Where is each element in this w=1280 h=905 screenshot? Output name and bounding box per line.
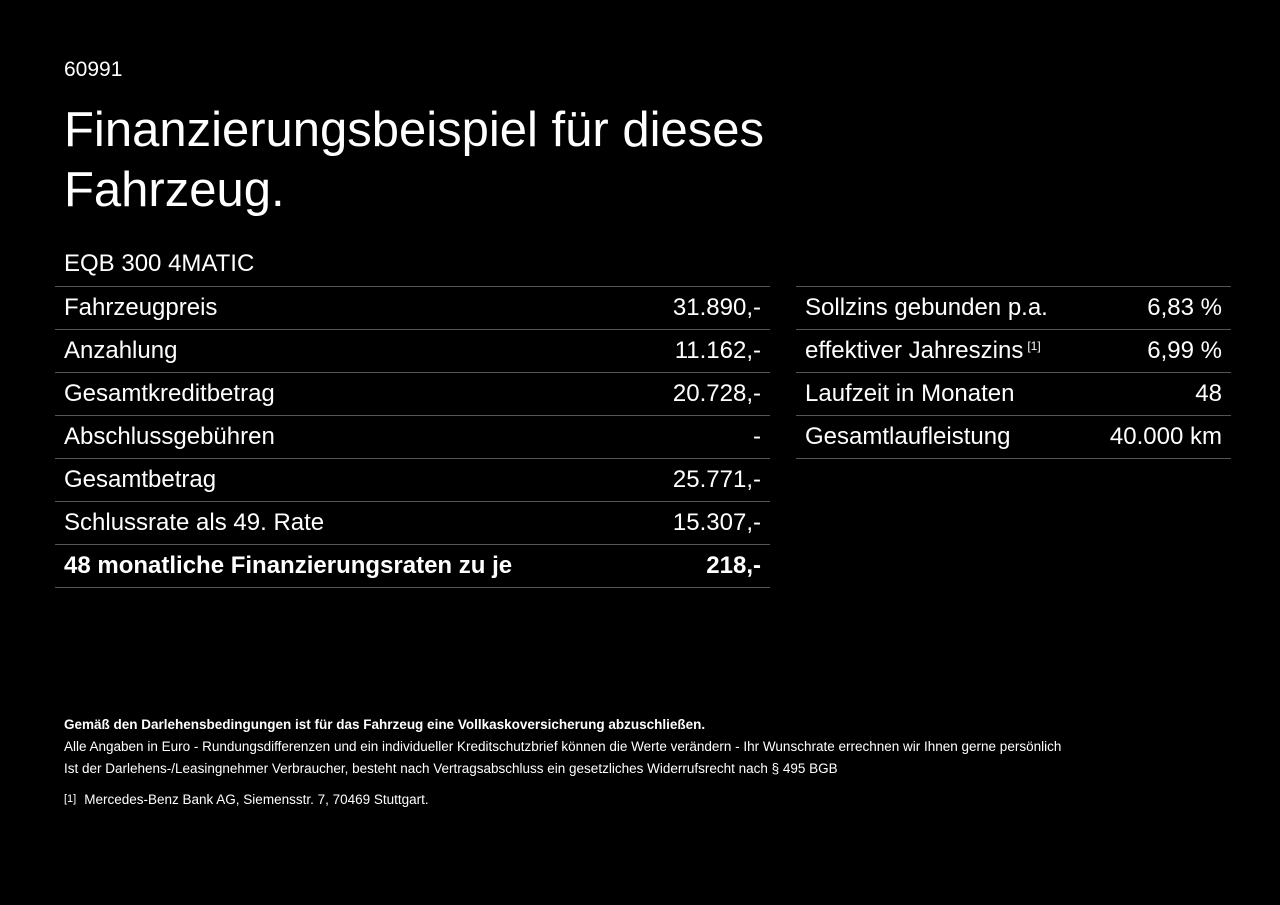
monthly-rate-row: 48 monatliche Finanzierungsraten zu je 21… [55, 545, 770, 588]
table-row: Anzahlung 11.162,- [55, 330, 770, 373]
insurance-note: Gemäß den Darlehensbedingungen ist für d… [64, 717, 706, 732]
row-label: Gesamtkreditbetrag [64, 380, 275, 407]
row-label: Laufzeit in Monaten [805, 380, 1015, 407]
model-name: EQB 300 4MATIC [64, 250, 255, 277]
row-label: effektiver Jahreszins [805, 337, 1024, 364]
row-label: Sollzins gebunden p.a. [805, 294, 1048, 321]
row-value: - [753, 423, 761, 450]
table-row: Laufzeit in Monaten 48 [796, 373, 1231, 416]
row-value: 218,- [706, 552, 761, 579]
table-row: Gesamtlaufleistung 40.000 km [796, 416, 1231, 459]
row-label: Schlussrate als 49. Rate [64, 509, 325, 536]
row-value: 6,83 % [1147, 294, 1222, 321]
disclaimer-line: Alle Angaben in Euro - Rundungsdifferenz… [64, 739, 1062, 754]
row-value: 25.771,- [672, 466, 761, 493]
row-label: Gesamtlaufleistung [805, 423, 1011, 450]
table-row: Fahrzeugpreis 31.890,- [55, 287, 770, 330]
row-label: Abschlussgebühren [64, 423, 275, 450]
footer-notes: Gemäß den Darlehensbedingungen ist für d… [64, 714, 1061, 811]
footnote-mark: [1] [64, 793, 77, 805]
disclaimer-line: Ist der Darlehens-/Leasingnehmer Verbrau… [64, 761, 838, 776]
row-value: 6,99 % [1147, 337, 1222, 364]
row-value: 20.728,- [672, 380, 761, 407]
row-label: Gesamtbetrag [64, 466, 217, 493]
row-label: Anzahlung [64, 337, 178, 364]
row-value: 31.890,- [672, 294, 761, 321]
row-value: 40.000 km [1109, 423, 1222, 450]
financing-table: Fahrzeugpreis 31.890,- Anzahlung 11.162,- … [55, 286, 770, 588]
table-row: Abschlussgebühren - [55, 416, 770, 459]
footnote-mark: [1] [1027, 339, 1041, 353]
row-label: Fahrzeugpreis [64, 294, 218, 321]
terms-table: Sollzins gebunden p.a. 6,83 % effektiver … [796, 286, 1231, 459]
row-value: 48 [1195, 380, 1222, 407]
footnote: [1] Mercedes-Benz Bank AG, Siemensstr. 7,… [64, 788, 1061, 811]
row-value: 11.162,- [674, 337, 761, 364]
row-value: 15.307,- [672, 509, 761, 536]
offer-code: 60991 [64, 58, 123, 81]
table-row: effektiver Jahreszins [1] 6,99 % [796, 330, 1231, 373]
table-row: Gesamtkreditbetrag 20.728,- [55, 373, 770, 416]
table-row: Schlussrate als 49. Rate 15.307,- [55, 502, 770, 545]
table-row: Sollzins gebunden p.a. 6,83 % [796, 287, 1231, 330]
footnote-text: Mercedes-Benz Bank AG, Siemensstr. 7, 70… [84, 792, 429, 807]
page-title: Finanzierungsbeispiel für dieses Fahrzeu… [64, 103, 764, 217]
row-label: 48 monatliche Finanzierungsraten zu je [64, 552, 513, 579]
table-row: Gesamtbetrag 25.771,- [55, 459, 770, 502]
